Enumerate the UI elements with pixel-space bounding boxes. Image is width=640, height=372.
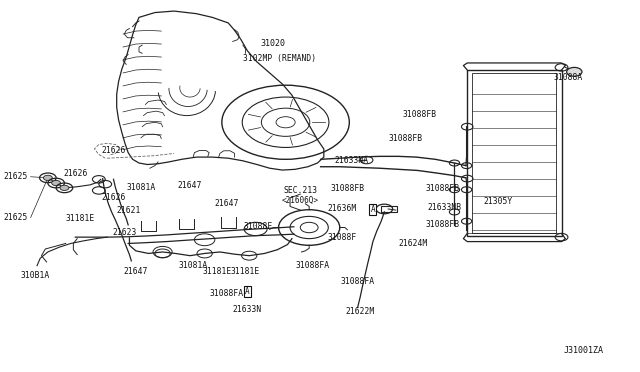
Text: SEC.213: SEC.213	[283, 186, 317, 195]
Text: 31088F: 31088F	[244, 221, 273, 231]
Text: 31181E: 31181E	[65, 214, 94, 223]
Text: 31181E: 31181E	[231, 267, 260, 276]
Text: J31001ZA: J31001ZA	[563, 346, 604, 355]
Text: <21606Q>: <21606Q>	[282, 196, 319, 205]
Text: 31088A: 31088A	[554, 73, 582, 82]
Text: 21626: 21626	[101, 146, 125, 155]
Circle shape	[566, 67, 582, 76]
Text: 310B1A: 310B1A	[20, 271, 50, 280]
Text: 31088FB: 31088FB	[403, 110, 436, 119]
Text: A: A	[371, 205, 375, 214]
Text: 21625: 21625	[4, 213, 28, 222]
Text: 21633NB: 21633NB	[428, 203, 462, 212]
Text: 21633N: 21633N	[233, 305, 262, 314]
Text: A: A	[245, 287, 250, 296]
Text: 21626: 21626	[101, 193, 125, 202]
Text: 31081A: 31081A	[126, 183, 156, 192]
Text: 31088FB: 31088FB	[426, 221, 460, 230]
Text: 31020: 31020	[260, 39, 285, 48]
Text: 21626: 21626	[63, 169, 88, 177]
Text: 31088FA: 31088FA	[340, 277, 374, 286]
Text: 21647: 21647	[178, 181, 202, 190]
Text: 31088FB: 31088FB	[388, 134, 422, 143]
Text: 21625: 21625	[4, 172, 28, 181]
Text: 31181E: 31181E	[203, 267, 232, 276]
Text: 21624M: 21624M	[399, 239, 428, 248]
Bar	[467, 70, 561, 236]
Text: 21622M: 21622M	[346, 307, 375, 316]
Text: 31088FA: 31088FA	[296, 261, 330, 270]
Text: 31088FA: 31088FA	[209, 289, 243, 298]
Text: 21305Y: 21305Y	[483, 197, 513, 206]
Text: 21621: 21621	[116, 206, 140, 215]
Text: 31081A: 31081A	[179, 261, 208, 270]
Text: 3102MP (REMAND): 3102MP (REMAND)	[243, 54, 316, 62]
Text: 21647: 21647	[124, 267, 148, 276]
Text: 31088F: 31088F	[327, 232, 356, 242]
Bar	[472, 73, 556, 234]
Text: 21647: 21647	[214, 199, 239, 208]
Bar	[381, 206, 397, 212]
Circle shape	[60, 185, 69, 190]
Text: 31088FB: 31088FB	[426, 185, 460, 193]
Circle shape	[52, 180, 61, 186]
Text: 21623: 21623	[113, 228, 137, 237]
Text: 21636M: 21636M	[327, 204, 356, 213]
Text: 31088FB: 31088FB	[331, 185, 365, 193]
Text: 21633NA: 21633NA	[334, 156, 368, 165]
Circle shape	[44, 175, 52, 180]
